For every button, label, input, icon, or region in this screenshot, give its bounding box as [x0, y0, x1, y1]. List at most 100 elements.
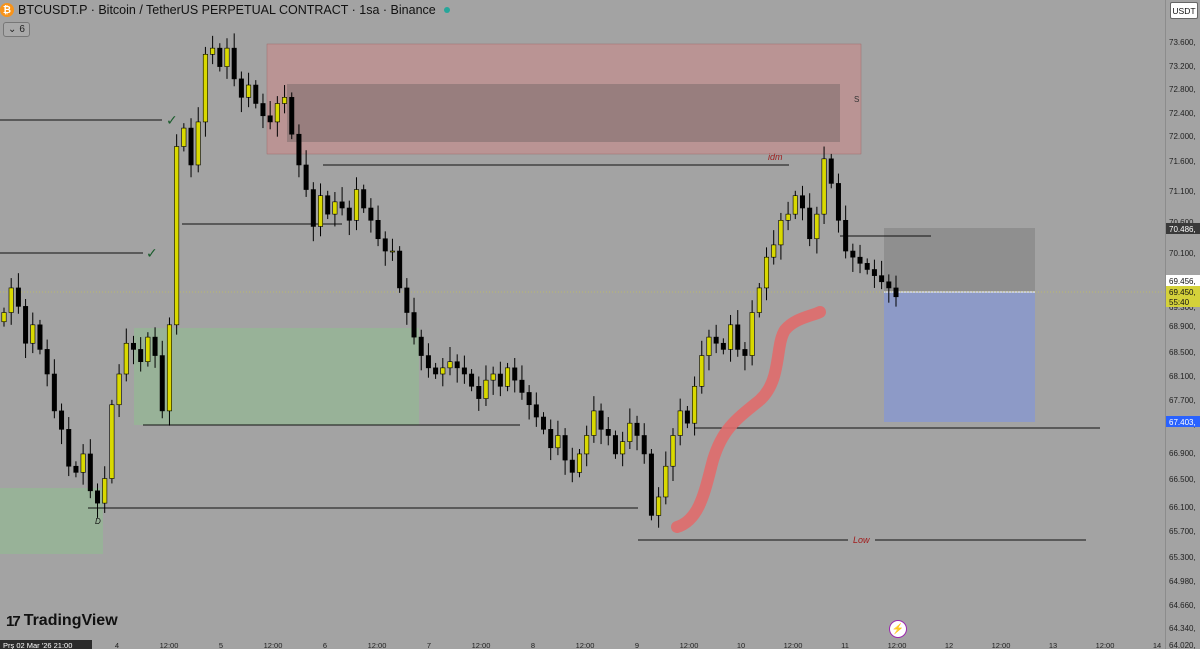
- indicator-count: 6: [19, 24, 25, 35]
- candle-body: [59, 410, 65, 430]
- checkmark-1: ✓: [166, 113, 178, 129]
- time-tick-label: 8: [531, 641, 535, 649]
- candle-body: [764, 256, 770, 289]
- candle-body: [1, 312, 7, 323]
- candle-body: [8, 287, 14, 313]
- lightning-icon[interactable]: ⚡: [889, 620, 907, 638]
- candle-body: [73, 465, 79, 473]
- candle-body: [857, 256, 863, 264]
- price-label-bg: [1166, 223, 1200, 234]
- candle-body: [418, 336, 424, 356]
- candle-body: [411, 312, 417, 338]
- candle-body: [425, 355, 431, 369]
- candle-body: [821, 158, 827, 215]
- price-label: 69.450,: [1169, 288, 1196, 297]
- candle-body: [224, 47, 230, 67]
- candle-body: [591, 410, 597, 436]
- price-tick-label: 66.900,: [1169, 449, 1196, 458]
- symbol-header[interactable]: ₿ BTCUSDT.P · Bitcoin / TetherUS PERPETU…: [0, 2, 450, 18]
- price-tick-label: 65.700,: [1169, 527, 1196, 536]
- currency-button[interactable]: USDT: [1170, 2, 1198, 19]
- candle-body: [864, 263, 870, 270]
- candle-body: [267, 115, 273, 123]
- indicators-collapse-button[interactable]: ⌄ 6: [3, 22, 30, 37]
- candle-body: [728, 324, 734, 350]
- candle-body: [361, 189, 367, 209]
- chevron-down-icon: ⌄: [8, 24, 17, 35]
- price-tick-label: 72.000,: [1169, 132, 1196, 141]
- candle-body: [886, 281, 892, 289]
- time-tick-label: 9: [635, 641, 639, 649]
- candle-body: [282, 97, 288, 104]
- candle-body: [497, 373, 503, 387]
- candle-body: [202, 53, 208, 123]
- candle-body: [138, 349, 144, 363]
- price-axis[interactable]: USDT 73.600, 73.200, 72.800, 72.400, 72.000,…: [1165, 0, 1200, 649]
- candle-body: [95, 490, 101, 504]
- candle-body: [871, 269, 877, 276]
- market-status-dot: [443, 7, 450, 13]
- candle-body: [44, 349, 50, 375]
- s-label: S: [854, 95, 859, 104]
- chart-canvas[interactable]: S idm Low D ✓ ✓ ₿ BTCUSDT.P · Bitcoin / …: [0, 0, 1165, 649]
- time-tick-label: 12:00: [368, 641, 387, 649]
- symbol-title: BTCUSDT.P · Bitcoin / TetherUS PERPETUAL…: [18, 3, 436, 17]
- candle-body: [735, 324, 741, 350]
- candle-body: [699, 355, 705, 387]
- price-tick-label: 64.340,: [1169, 624, 1196, 633]
- time-tick-label: 12:00: [264, 641, 283, 649]
- price-label: 67.403,: [1169, 418, 1196, 427]
- candle-body: [656, 496, 662, 516]
- candle-body: [713, 336, 719, 344]
- candle-body: [346, 207, 352, 221]
- candle-body: [677, 410, 683, 436]
- price-tick-label: 73.200,: [1169, 62, 1196, 71]
- candle-body: [785, 213, 791, 221]
- checkmark-2: ✓: [146, 246, 158, 262]
- candle-body: [771, 244, 777, 258]
- candle-body: [116, 373, 122, 406]
- demand-zone-left: [0, 488, 103, 554]
- candle-body: [375, 219, 381, 240]
- price-tick-label: 69.300,: [1169, 303, 1196, 312]
- candle-body: [850, 250, 856, 258]
- candle-body: [569, 459, 575, 473]
- candle-body: [843, 219, 849, 252]
- candlestick-chart[interactable]: S idm Low D ✓ ✓: [0, 0, 1165, 649]
- logo-text: TradingView: [23, 612, 118, 629]
- price-tick-label: 64.020,: [1169, 641, 1196, 649]
- candle-body: [440, 367, 446, 375]
- candle-body: [519, 379, 525, 393]
- candle-body: [404, 287, 410, 313]
- candle-body: [231, 47, 237, 80]
- candle-body: [130, 342, 136, 350]
- candle-body: [23, 306, 29, 344]
- price-tick-label: 67.700,: [1169, 396, 1196, 405]
- time-tick-label: 12:00: [784, 641, 803, 649]
- candle-body: [814, 213, 820, 240]
- time-tick-label: 13: [1049, 641, 1057, 649]
- candle-body: [325, 195, 331, 215]
- time-tick-label: 12:00: [160, 641, 179, 649]
- candle-body: [684, 410, 690, 424]
- candle-body: [37, 324, 43, 350]
- candle-body: [627, 422, 633, 442]
- time-tick-label: 12:00: [888, 641, 907, 649]
- candle-body: [195, 121, 201, 166]
- demand-zone: [134, 328, 419, 425]
- time-tick-label: 14: [1153, 641, 1161, 649]
- candle-body: [260, 103, 266, 117]
- time-label-current-bg: [0, 640, 92, 649]
- candle-body: [51, 373, 57, 412]
- price-tick-label: 71.100,: [1169, 187, 1196, 196]
- candle-body: [893, 287, 899, 298]
- price-label-bg: [1166, 416, 1200, 427]
- candle-body: [828, 158, 834, 184]
- candle-body: [562, 435, 568, 461]
- time-tick-label: 6: [323, 641, 327, 649]
- candle-body: [145, 336, 151, 363]
- time-axis[interactable]: Prş 02 Mar '26 21:00 4 12:00 5 12:00 6 12:00 7 1…: [0, 640, 1165, 649]
- price-label: 70.486,: [1169, 225, 1196, 234]
- candle-body: [303, 164, 309, 190]
- candle-body: [382, 238, 388, 252]
